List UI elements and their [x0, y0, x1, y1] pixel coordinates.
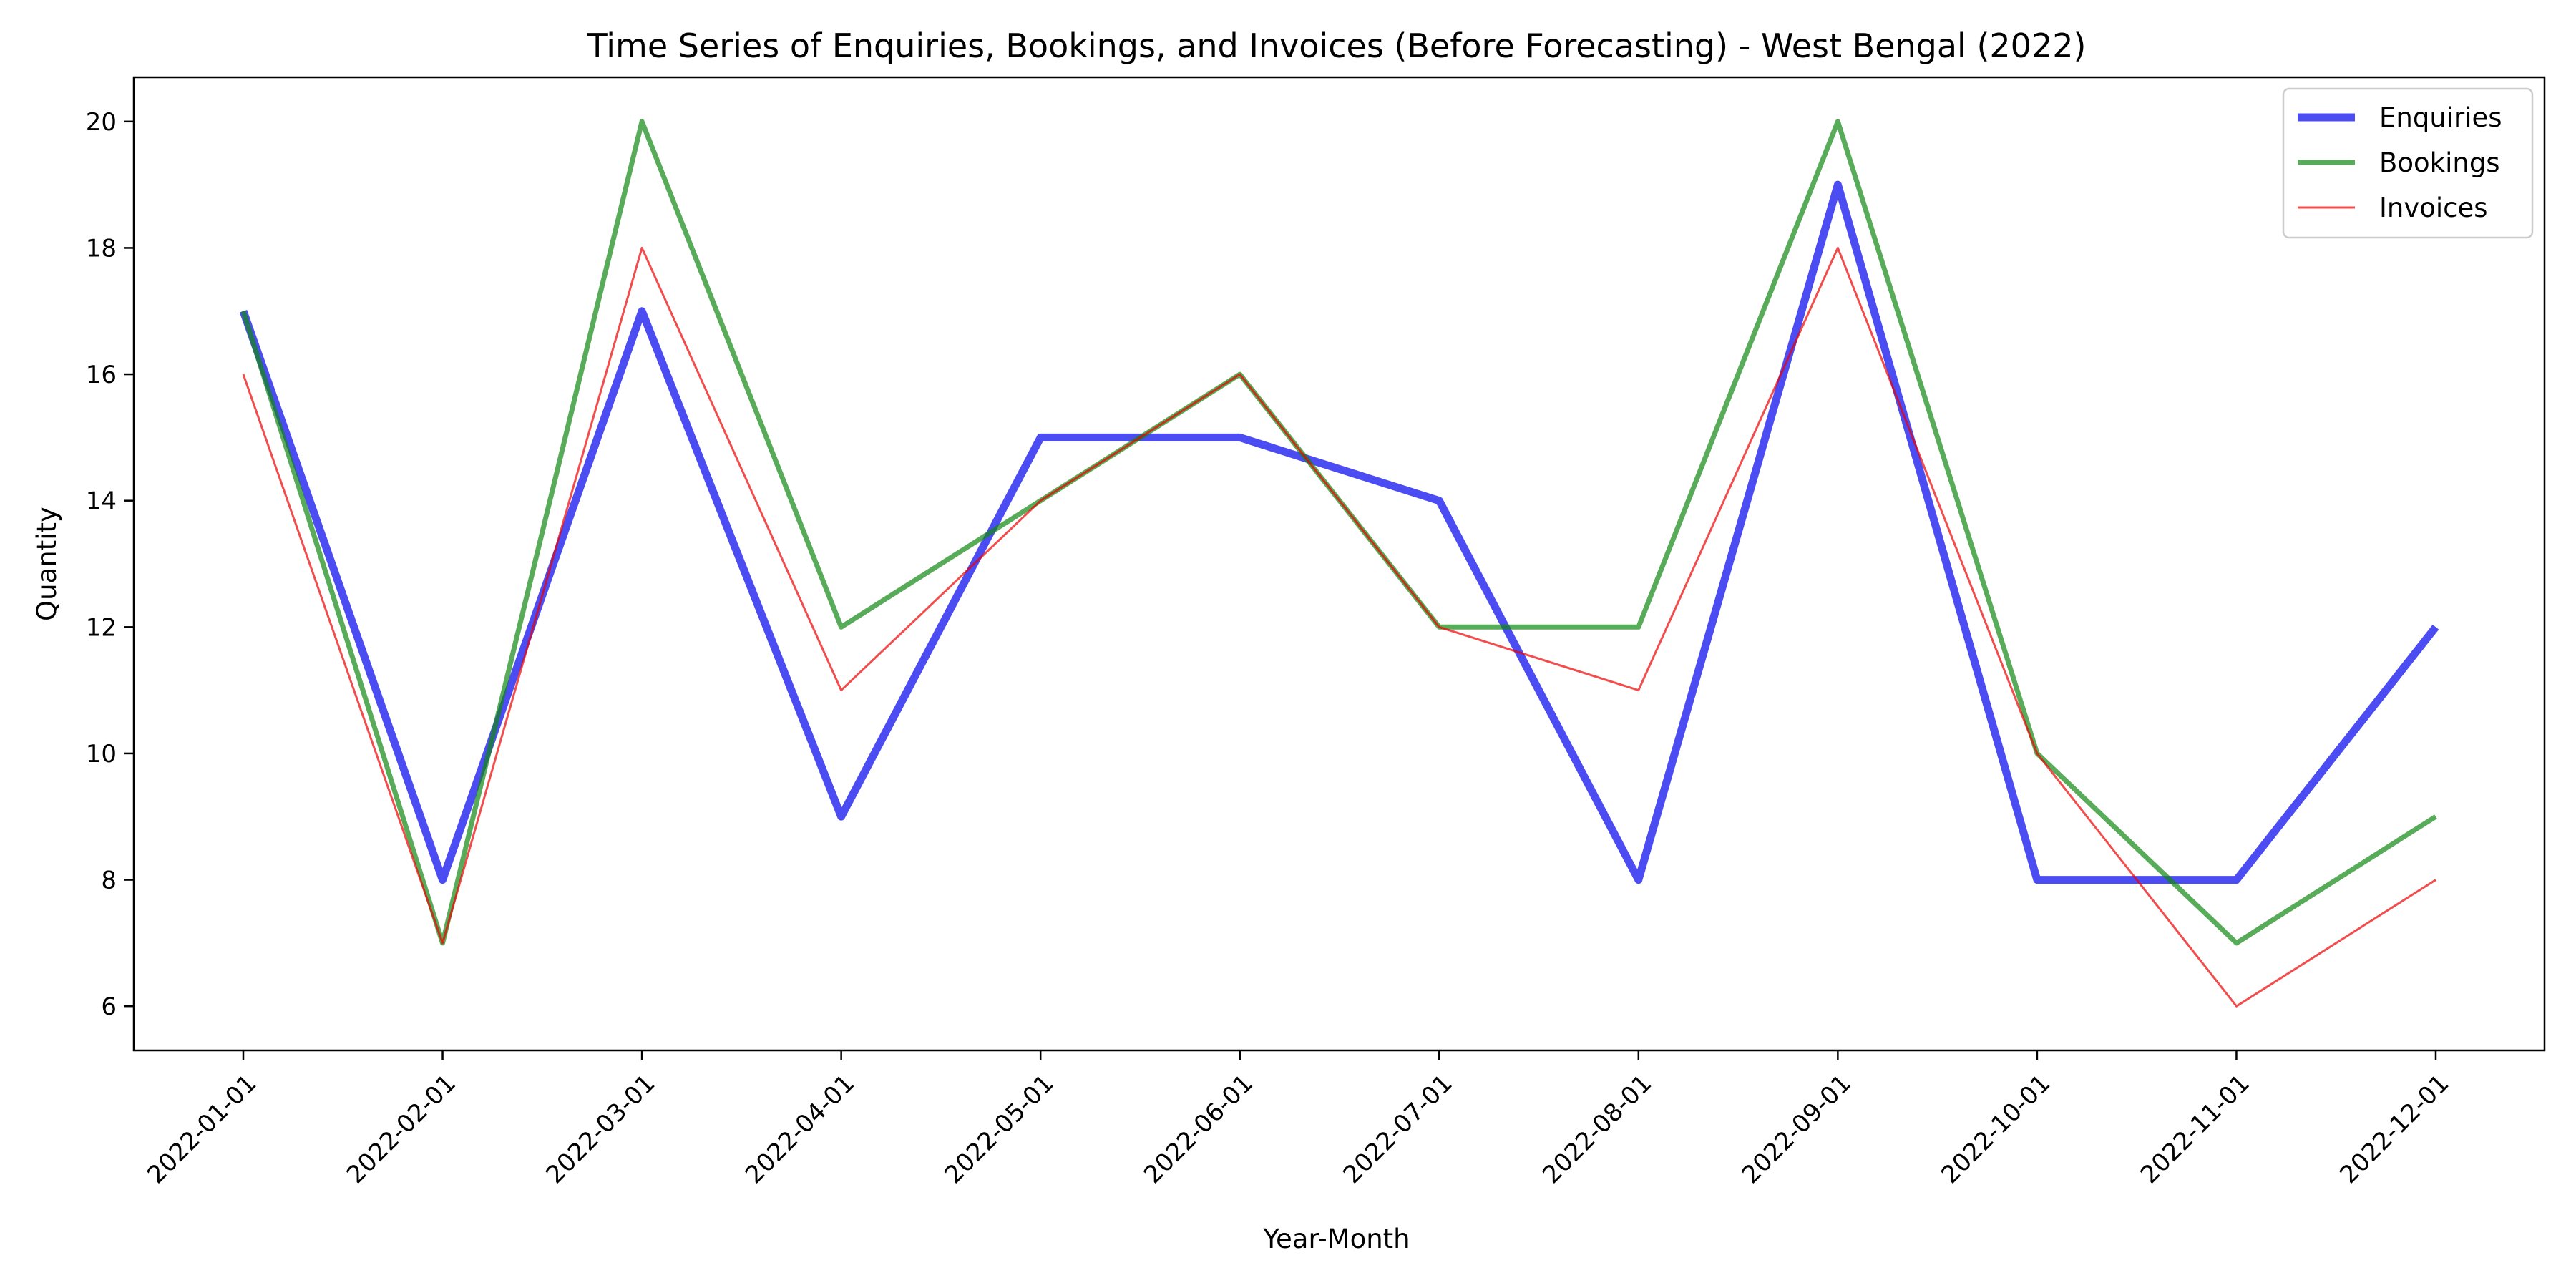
plot-area [239, 119, 2439, 1008]
legend-label-enquiries: Enquiries [2379, 102, 2502, 133]
x-tick-label: 2022-03-01 [540, 1069, 660, 1189]
y-axis-title: Quantity [31, 507, 62, 621]
x-tick-label: 2022-07-01 [1338, 1069, 1458, 1189]
x-axis: 2022-01-01 2022-02-01 2022-03-01 2022-04-01… [142, 1050, 2454, 1189]
x-axis-title: Year-Month [1262, 1224, 1410, 1254]
chart-title: Time Series of Enquiries, Bookings, and … [587, 26, 2087, 65]
y-tick-label: 16 [86, 361, 117, 389]
x-tick-label: 2022-05-01 [940, 1069, 1060, 1189]
x-tick-label: 2022-10-01 [1936, 1069, 2056, 1189]
series-line-bookings [240, 119, 2437, 946]
legend: Enquiries Bookings Invoices [2282, 87, 2534, 239]
y-tick-label: 20 [86, 108, 117, 137]
x-tick-label: 2022-11-01 [2135, 1069, 2255, 1189]
y-axis: 6 8 10 12 14 16 18 20 [86, 108, 134, 1021]
legend-box [2282, 87, 2534, 239]
x-tick-label: 2022-02-01 [341, 1069, 462, 1189]
y-tick-label: 12 [86, 613, 117, 642]
series-line-invoices [242, 246, 2436, 1008]
x-tick-label: 2022-09-01 [1737, 1069, 1857, 1189]
x-tick-label: 2022-06-01 [1138, 1069, 1259, 1189]
y-tick-label: 18 [86, 234, 117, 263]
legend-label-bookings: Bookings [2379, 147, 2500, 178]
legend-label-invoices: Invoices [2379, 192, 2488, 223]
plot-frame [132, 76, 2546, 1052]
y-tick-label: 14 [86, 487, 117, 516]
x-tick-label: 2022-04-01 [740, 1069, 860, 1189]
y-tick-label: 6 [101, 992, 117, 1021]
x-tick-label: 2022-12-01 [2334, 1069, 2454, 1189]
y-tick-label: 8 [101, 867, 117, 895]
x-tick-label: 2022-08-01 [1537, 1069, 1657, 1189]
series-line-enquiries [239, 180, 2439, 884]
y-tick-label: 10 [86, 740, 117, 769]
x-tick-label: 2022-01-01 [142, 1069, 262, 1189]
